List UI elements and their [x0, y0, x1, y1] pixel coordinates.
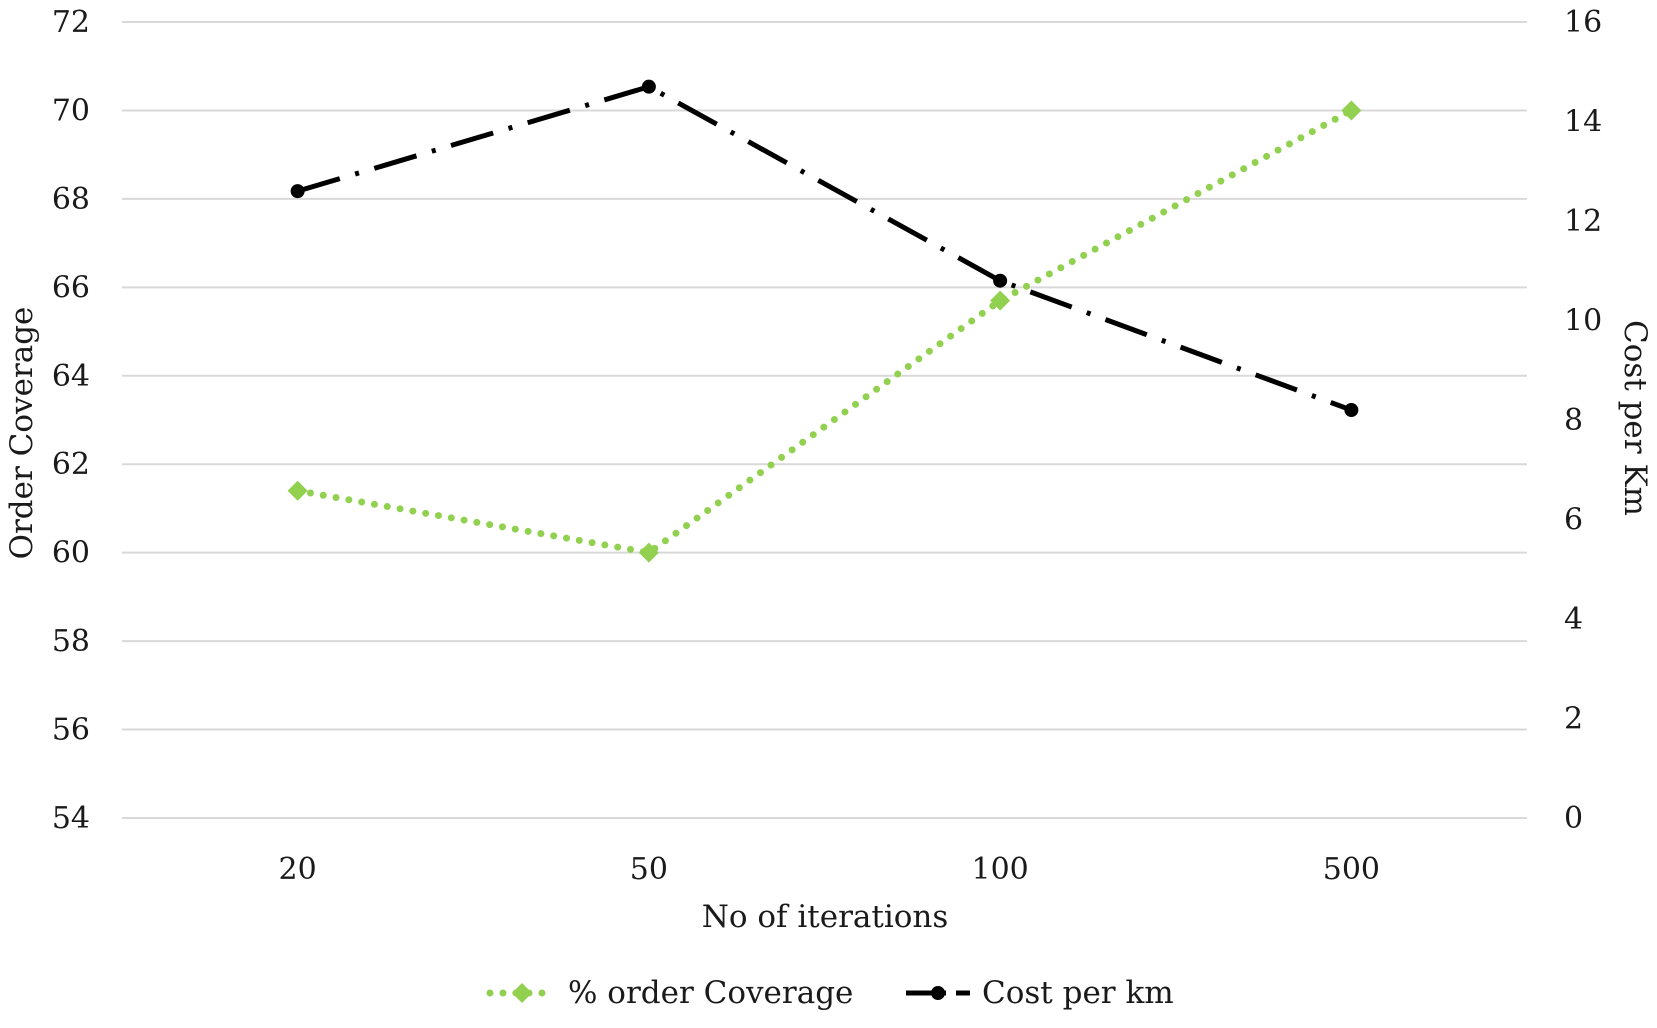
- right-axis-title: Cost per Km: [1617, 320, 1653, 516]
- data-point: [990, 290, 1011, 311]
- x-tick-label: 500: [1323, 852, 1380, 887]
- y2-tick-label: 16: [1564, 5, 1602, 40]
- left-axis-ticks: 54 56 58 60 62 64 66 68 70 72: [52, 5, 90, 836]
- data-point: [1344, 403, 1359, 418]
- y2-tick-label: 6: [1564, 503, 1583, 538]
- data-point: [287, 480, 308, 501]
- data-point: [290, 184, 305, 199]
- y-tick-label: 66: [52, 270, 90, 305]
- legend-item-coverage: [486, 983, 558, 1003]
- y-tick-label: 60: [52, 536, 90, 571]
- y2-tick-label: 4: [1564, 602, 1583, 637]
- y2-tick-label: 2: [1564, 702, 1583, 737]
- y-tick-label: 54: [52, 801, 90, 836]
- y-tick-label: 68: [52, 182, 90, 217]
- y-tick-label: 70: [52, 93, 90, 128]
- series-layer: [287, 79, 1362, 563]
- legend-swatch-marker: [931, 986, 945, 1000]
- y2-tick-label: 0: [1564, 801, 1583, 836]
- x-axis-ticks: 20 50 100 500: [279, 852, 1380, 887]
- series-cost: [290, 79, 1359, 418]
- legend: % order Coverage Cost per km: [486, 975, 1174, 1011]
- series-line: [296, 84, 1353, 413]
- data-point: [638, 542, 659, 563]
- y-tick-label: 62: [52, 447, 90, 482]
- left-axis-title: Order Coverage: [4, 307, 40, 560]
- y-tick-label: 72: [52, 5, 90, 40]
- y2-tick-label: 14: [1564, 105, 1602, 140]
- data-point: [1341, 100, 1362, 121]
- legend-label-cost: Cost per km: [982, 975, 1174, 1011]
- y-tick-label: 58: [52, 624, 90, 659]
- data-point: [993, 273, 1008, 288]
- y-tick-label: 56: [52, 713, 90, 748]
- x-tick-label: 20: [279, 852, 317, 887]
- data-point: [641, 79, 656, 94]
- y2-tick-label: 8: [1564, 403, 1583, 438]
- legend-item-cost: [906, 986, 970, 1000]
- x-tick-label: 100: [971, 852, 1028, 887]
- right-axis-ticks: 0 2 4 6 8 10 12 14 16: [1564, 5, 1602, 836]
- grid-layer: [122, 21, 1527, 819]
- legend-swatch-marker: [512, 983, 532, 1003]
- y2-tick-label: 10: [1564, 304, 1602, 339]
- legend-label-coverage: % order Coverage: [568, 975, 853, 1011]
- series-coverage: [287, 100, 1362, 563]
- series-line: [294, 106, 1355, 557]
- x-tick-label: 50: [630, 852, 668, 887]
- y2-tick-label: 12: [1564, 204, 1602, 239]
- x-axis-title: No of iterations: [702, 899, 949, 935]
- y-tick-label: 64: [52, 359, 90, 394]
